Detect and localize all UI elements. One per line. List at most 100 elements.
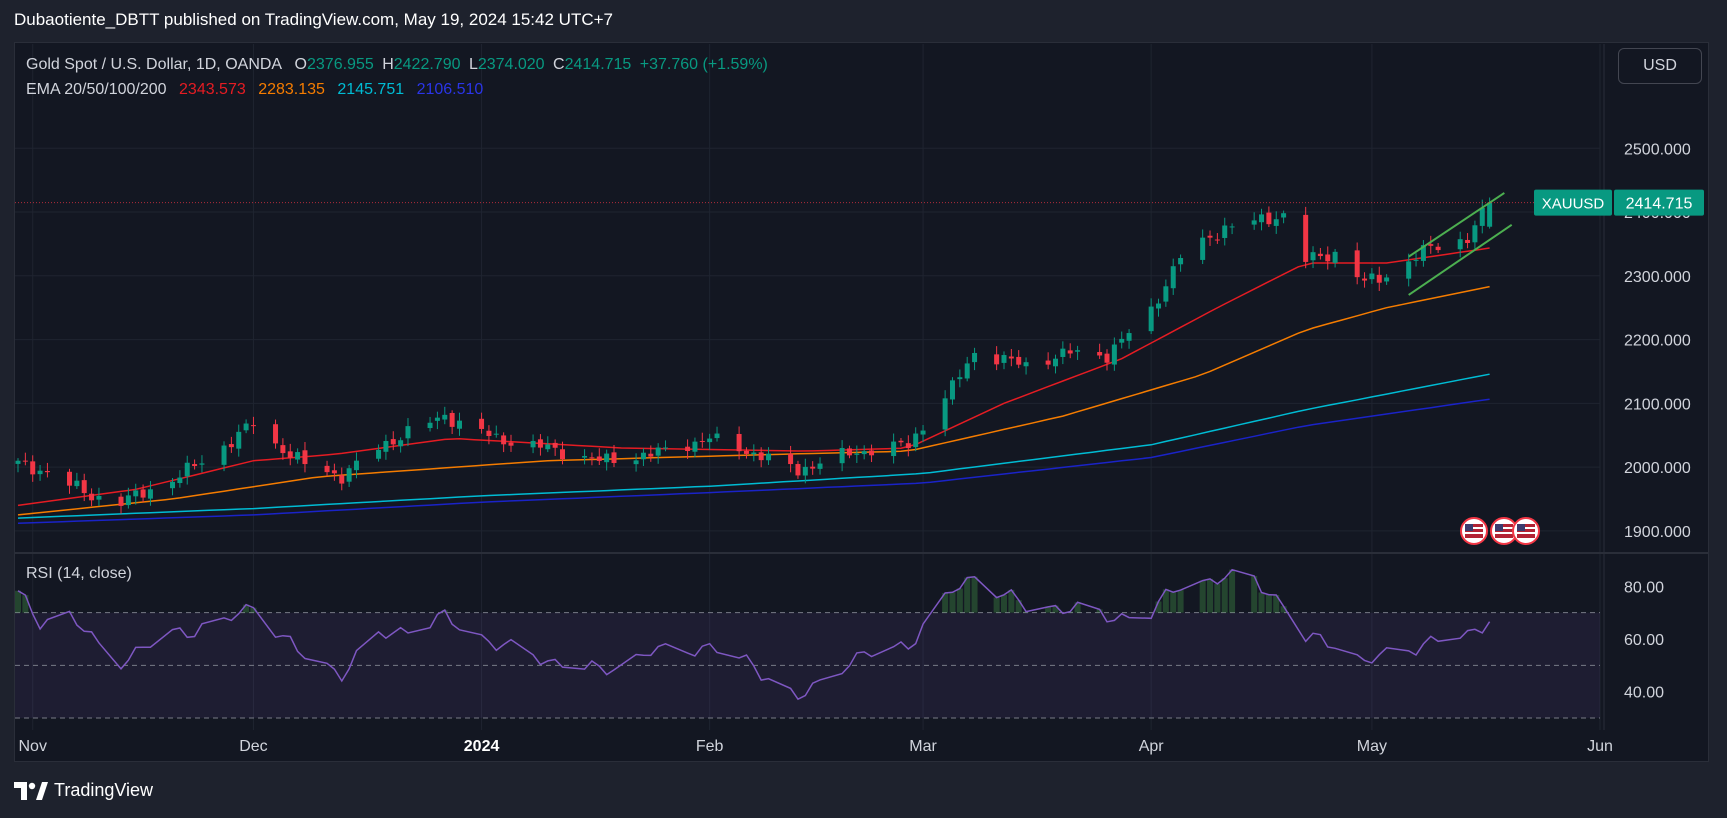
rsi-label: RSI (14, close) — [26, 565, 132, 582]
candle — [766, 447, 772, 465]
candle — [170, 478, 176, 496]
candle — [1325, 246, 1331, 270]
candle — [1376, 266, 1382, 291]
rsi-tick-label: 40.00 — [1624, 685, 1664, 702]
currency-button[interactable]: USD — [1618, 48, 1702, 84]
candle-body — [236, 431, 242, 449]
us-flag-event-icon — [1512, 517, 1540, 545]
candle-body — [699, 440, 705, 442]
candle-body — [964, 363, 970, 379]
candle — [295, 448, 301, 464]
candle-body — [118, 496, 124, 506]
flag-white-stripe — [1495, 532, 1513, 534]
candle-body — [898, 440, 904, 443]
candle-body — [37, 470, 43, 475]
candle — [339, 467, 345, 491]
candle-body — [537, 439, 543, 448]
candle — [405, 418, 411, 447]
candle-body — [250, 425, 256, 427]
candle-body — [1435, 246, 1441, 251]
candle-body — [280, 445, 286, 454]
candle-body — [1178, 258, 1184, 265]
candle-body — [1273, 219, 1279, 226]
candle-body — [1229, 226, 1235, 228]
candle — [1016, 350, 1022, 369]
candle-body — [530, 440, 536, 448]
candle-body — [273, 424, 279, 444]
candle-body — [1119, 338, 1125, 343]
candle-body — [1214, 239, 1220, 241]
candle-body — [839, 447, 845, 464]
candle-body — [1428, 244, 1434, 246]
candle-body — [810, 466, 816, 469]
candle — [1119, 331, 1125, 349]
candle — [655, 443, 661, 464]
candle — [1428, 235, 1434, 254]
candle — [560, 441, 566, 465]
candle-body — [324, 465, 330, 473]
candle — [1170, 258, 1176, 295]
candle — [633, 453, 639, 472]
candle — [67, 468, 73, 494]
candle-body — [736, 433, 742, 452]
candle — [1266, 206, 1272, 228]
candle — [861, 445, 867, 460]
candle-body — [125, 495, 131, 506]
candle — [324, 460, 330, 477]
candle-body — [1310, 252, 1316, 261]
candle-body — [434, 417, 440, 421]
candle-body — [405, 426, 411, 439]
ema50-value: 2283.135 — [258, 81, 325, 98]
flag-canton — [1495, 524, 1503, 531]
candle-body — [751, 452, 757, 455]
candle — [839, 440, 845, 472]
price-tick-label: 1900.000 — [1624, 524, 1691, 541]
candle-body — [1126, 333, 1132, 341]
candle-body — [15, 460, 21, 464]
candle — [648, 445, 654, 462]
time-tick-label: Apr — [1139, 738, 1165, 755]
ema-legend: EMA 20/50/100/200 2343.573 2283.135 2145… — [26, 81, 487, 99]
candle-body — [30, 461, 36, 475]
close-value: 2414.715 — [564, 56, 632, 73]
candle — [758, 447, 764, 468]
rsi-line — [17, 568, 1491, 701]
candle-body — [552, 442, 558, 448]
open-value: 2376.955 — [307, 56, 374, 73]
candle-body — [479, 418, 485, 429]
candle — [1111, 337, 1117, 371]
candle — [177, 470, 183, 488]
candle — [508, 434, 514, 452]
candle-body — [74, 480, 80, 487]
candle-body — [957, 377, 963, 380]
ema200-line — [17, 398, 1490, 524]
channel-upper-line — [1408, 192, 1505, 258]
candle — [1310, 246, 1316, 269]
candle-body — [582, 455, 588, 458]
candle-body — [633, 460, 639, 465]
candle — [1465, 233, 1471, 249]
candle — [486, 425, 492, 445]
candle-body — [508, 442, 514, 446]
open-label: O — [294, 56, 307, 73]
candle-body — [1097, 352, 1103, 356]
candle — [869, 444, 875, 463]
tradingview-brand[interactable]: TradingView — [14, 780, 153, 801]
candle-body — [1075, 350, 1081, 352]
candle-body — [89, 493, 95, 501]
candle — [287, 443, 293, 466]
price-tick-label: 2200.000 — [1624, 333, 1691, 350]
time-axis: Nov Dec 2024 Feb Mar Apr May Jun — [18, 738, 1612, 755]
candle-body — [1156, 303, 1162, 309]
candle — [15, 458, 21, 473]
candle — [243, 419, 249, 434]
candles — [15, 197, 1493, 514]
candle — [1126, 329, 1132, 349]
chart-frame — [14, 42, 1709, 762]
candle — [125, 487, 131, 509]
candle-body — [891, 441, 897, 457]
candle — [1303, 206, 1309, 269]
us-flag-event-icon — [1460, 517, 1488, 545]
ema-label: EMA 20/50/100/200 — [26, 81, 167, 98]
